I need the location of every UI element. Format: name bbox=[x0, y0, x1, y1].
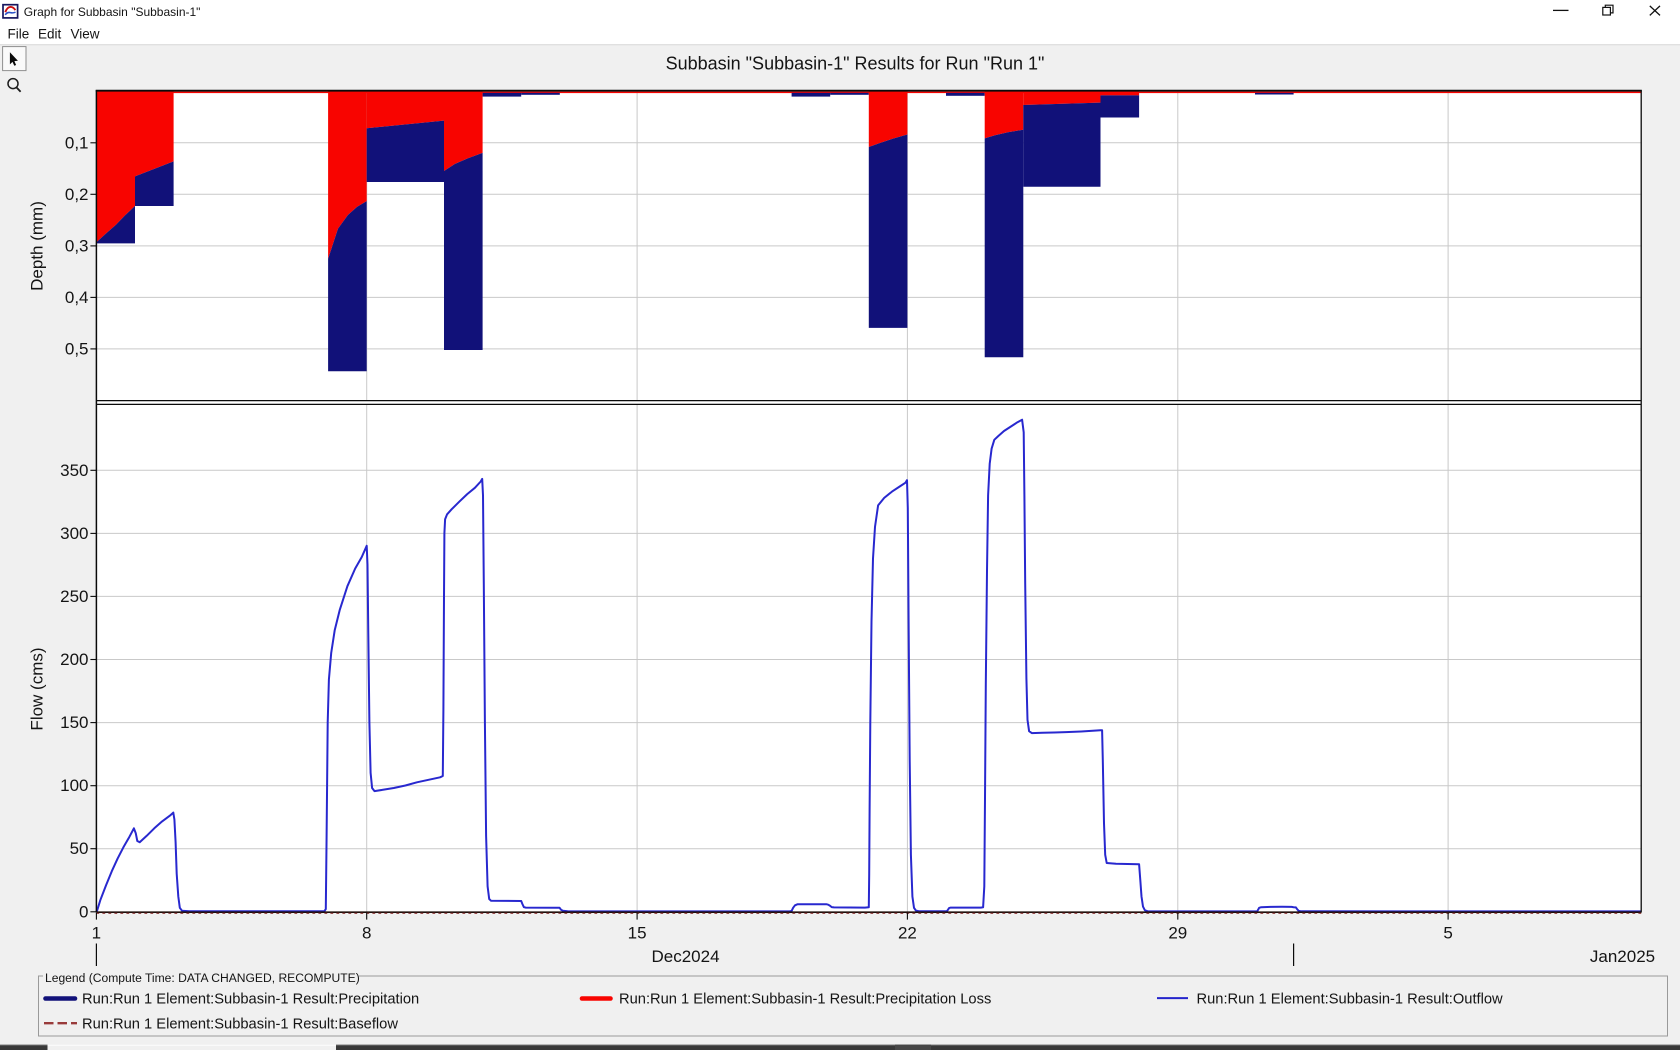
svg-text:200: 200 bbox=[60, 650, 88, 669]
svg-text:5: 5 bbox=[1443, 924, 1452, 943]
svg-text:1: 1 bbox=[92, 924, 101, 943]
svg-text:0: 0 bbox=[79, 902, 88, 921]
svg-text:Run:Run 1 Element:Subbasin-1 R: Run:Run 1 Element:Subbasin-1 Result:Outf… bbox=[1197, 992, 1504, 1008]
svg-text:0,4: 0,4 bbox=[65, 288, 89, 307]
svg-text:150: 150 bbox=[60, 713, 88, 732]
svg-text:0,3: 0,3 bbox=[65, 236, 89, 255]
svg-text:File: File bbox=[8, 26, 30, 41]
svg-text:0,2: 0,2 bbox=[65, 185, 89, 204]
svg-text:Dec2024: Dec2024 bbox=[651, 947, 719, 966]
svg-text:300: 300 bbox=[60, 524, 88, 543]
svg-text:50: 50 bbox=[70, 839, 89, 858]
svg-text:Run:Run 1 Element:Subbasin-1 R: Run:Run 1 Element:Subbasin-1 Result:Prec… bbox=[619, 992, 991, 1008]
svg-text:0,1: 0,1 bbox=[65, 133, 89, 152]
svg-text:22: 22 bbox=[898, 924, 917, 943]
svg-text:Flow (cms): Flow (cms) bbox=[28, 647, 47, 730]
svg-text:15: 15 bbox=[628, 924, 647, 943]
svg-text:Graph for Subbasin "Subbasin-1: Graph for Subbasin "Subbasin-1" bbox=[24, 5, 201, 19]
svg-text:29: 29 bbox=[1168, 924, 1187, 943]
svg-text:250: 250 bbox=[60, 587, 88, 606]
svg-text:Run:Run 1 Element:Subbasin-1 R: Run:Run 1 Element:Subbasin-1 Result:Prec… bbox=[82, 992, 419, 1008]
svg-text:100: 100 bbox=[60, 776, 88, 795]
svg-text:350: 350 bbox=[60, 461, 88, 480]
svg-text:Edit: Edit bbox=[38, 26, 62, 41]
svg-text:Subbasin "Subbasin-1" Results: Subbasin "Subbasin-1" Results for Run "R… bbox=[666, 54, 1045, 74]
svg-text:Depth (mm): Depth (mm) bbox=[28, 201, 47, 291]
svg-text:Run:Run 1 Element:Subbasin-1 R: Run:Run 1 Element:Subbasin-1 Result:Base… bbox=[82, 1017, 398, 1033]
svg-text:0,5: 0,5 bbox=[65, 339, 89, 358]
svg-text:Legend (Compute Time: DATA CHA: Legend (Compute Time: DATA CHANGED, RECO… bbox=[45, 971, 360, 985]
svg-text:View: View bbox=[71, 26, 100, 41]
svg-text:8: 8 bbox=[362, 924, 371, 943]
svg-text:Jan2025: Jan2025 bbox=[1590, 947, 1655, 966]
